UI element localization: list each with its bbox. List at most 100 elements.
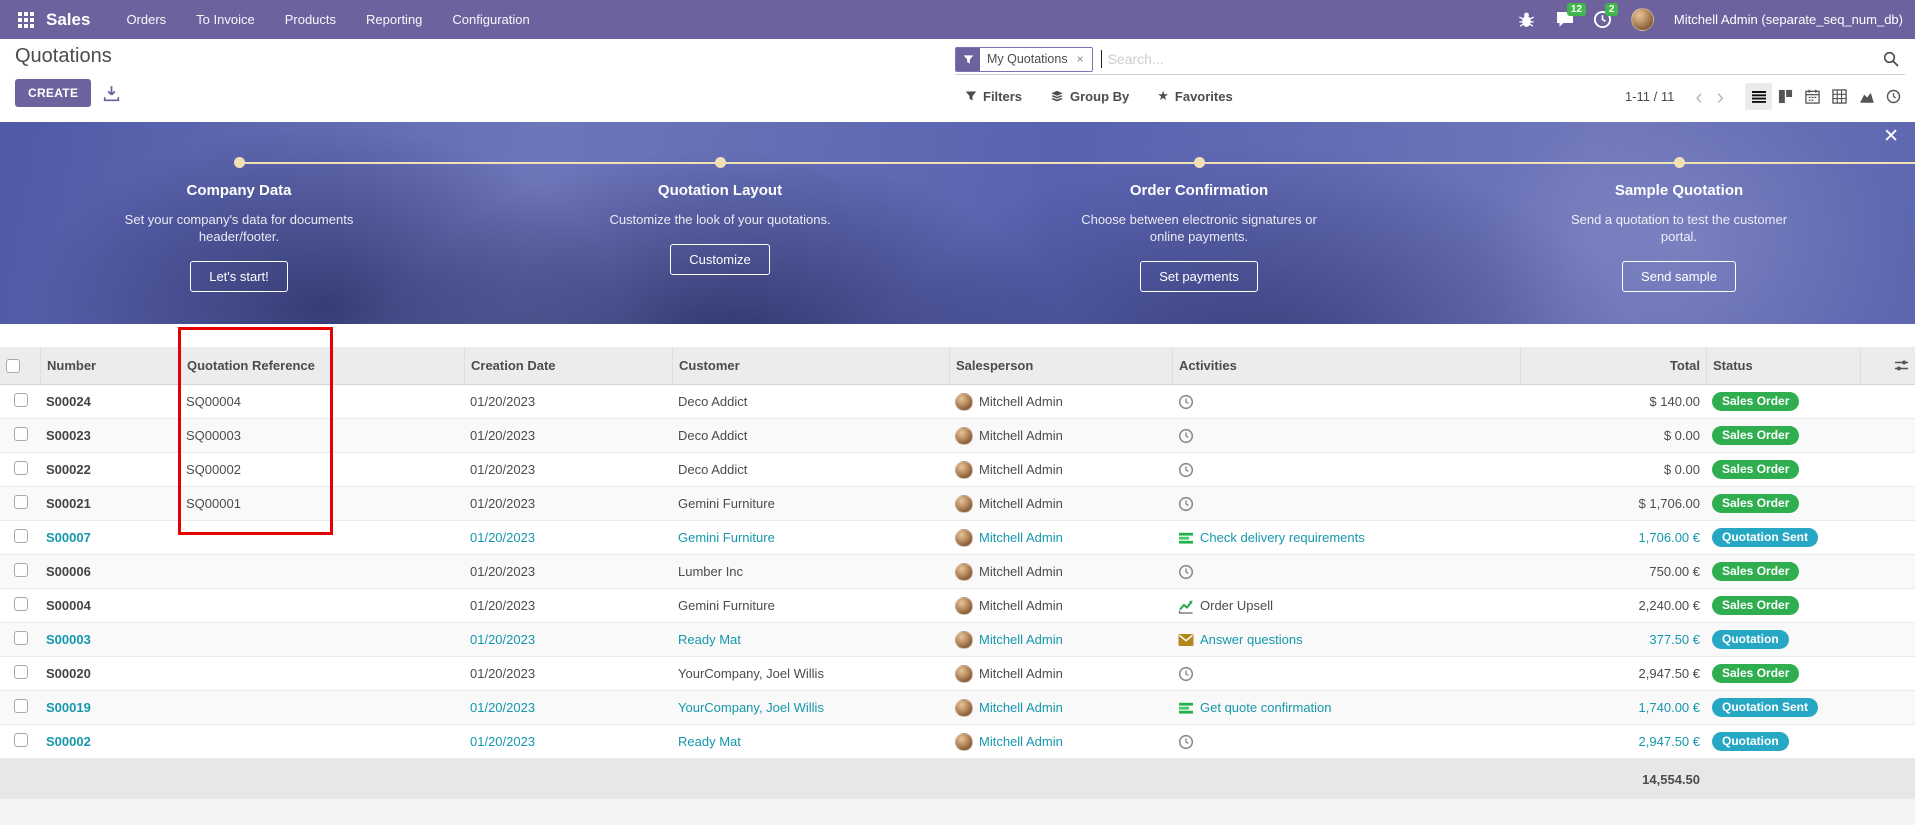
- row-activity[interactable]: [1178, 394, 1520, 410]
- table-row[interactable]: S00022 SQ00002 01/20/2023 Deco Addict Mi…: [0, 453, 1915, 487]
- step-action-button[interactable]: Customize: [670, 244, 770, 275]
- table-row[interactable]: S00019 01/20/2023 YourCompany, Joel Will…: [0, 691, 1915, 725]
- table-row[interactable]: S00006 01/20/2023 Lumber Inc Mitchell Ad…: [0, 555, 1915, 589]
- row-checkbox[interactable]: [14, 631, 28, 645]
- apps-grid-icon[interactable]: [18, 11, 34, 28]
- row-number: S00019: [46, 700, 91, 715]
- filters-button[interactable]: Filters: [965, 89, 1022, 104]
- column-header-activities[interactable]: Activities: [1172, 347, 1520, 384]
- table-row[interactable]: S00020 01/20/2023 YourCompany, Joel Will…: [0, 657, 1915, 691]
- column-header-quotation-reference[interactable]: Quotation Reference: [180, 347, 464, 384]
- pager-next-icon[interactable]: ›: [1716, 83, 1724, 109]
- kanban-view-button[interactable]: [1772, 83, 1799, 110]
- row-number: S00021: [46, 496, 91, 511]
- row-activity[interactable]: Answer questions: [1178, 632, 1520, 648]
- row-creation-date: 01/20/2023: [470, 496, 536, 511]
- step-description: Set your company's data for documents he…: [124, 212, 354, 244]
- activity-tasks-icon: [1179, 702, 1193, 714]
- timeline-dot: [1673, 157, 1685, 168]
- calendar-view-button[interactable]: [1799, 83, 1826, 110]
- menu-products[interactable]: Products: [284, 12, 337, 27]
- status-badge: Sales Order: [1712, 392, 1800, 411]
- row-checkbox[interactable]: [14, 699, 28, 713]
- row-creation-date: 01/20/2023: [470, 564, 536, 579]
- row-activity[interactable]: Order Upsell: [1178, 598, 1520, 614]
- favorites-button[interactable]: ★ Favorites: [1157, 88, 1232, 104]
- row-activity[interactable]: [1178, 428, 1520, 444]
- table-row[interactable]: S00023 SQ00003 01/20/2023 Deco Addict Mi…: [0, 419, 1915, 453]
- table-row[interactable]: S00004 01/20/2023 Gemini Furniture Mitch…: [0, 589, 1915, 623]
- menu-configuration[interactable]: Configuration: [452, 12, 530, 27]
- row-activity[interactable]: Check delivery requirements: [1178, 530, 1520, 546]
- column-header-status[interactable]: Status: [1706, 347, 1860, 384]
- row-checkbox[interactable]: [14, 665, 28, 679]
- row-activity[interactable]: Get quote confirmation: [1178, 700, 1520, 716]
- status-badge: Quotation: [1712, 732, 1789, 751]
- group-by-button[interactable]: Group By: [1050, 89, 1129, 104]
- row-total: 750.00 €: [1649, 564, 1700, 579]
- messages-icon[interactable]: 12: [1555, 2, 1587, 30]
- column-header-total[interactable]: Total: [1520, 347, 1706, 384]
- row-checkbox[interactable]: [14, 495, 28, 509]
- activities-clock-icon[interactable]: 2: [1593, 2, 1619, 30]
- activity-view-button[interactable]: [1880, 83, 1907, 110]
- search-icon[interactable]: [1883, 51, 1905, 67]
- column-header-salesperson[interactable]: Salesperson: [949, 347, 1172, 384]
- user-avatar[interactable]: [1630, 8, 1654, 31]
- app-name[interactable]: Sales: [46, 9, 91, 29]
- row-activity[interactable]: [1178, 564, 1520, 580]
- table-row[interactable]: S00003 01/20/2023 Ready Mat Mitchell Adm…: [0, 623, 1915, 657]
- row-checkbox[interactable]: [14, 597, 28, 611]
- search-bar[interactable]: My Quotations ×: [955, 44, 1905, 75]
- column-header-customer[interactable]: Customer: [672, 347, 949, 384]
- column-header-number[interactable]: Number: [40, 347, 180, 384]
- graph-view-button[interactable]: [1853, 83, 1880, 110]
- row-quotation-reference: SQ00002: [186, 462, 241, 477]
- search-input[interactable]: [1107, 51, 1883, 67]
- step-title: Order Confirmation: [1129, 182, 1269, 199]
- create-button[interactable]: CREATE: [15, 79, 92, 107]
- column-header-creation-date[interactable]: Creation Date: [464, 347, 672, 384]
- row-customer: Lumber Inc: [678, 564, 744, 579]
- row-activity[interactable]: [1178, 462, 1520, 478]
- row-checkbox[interactable]: [14, 733, 28, 747]
- row-activity[interactable]: [1178, 496, 1520, 512]
- timeline-dot: [1193, 157, 1205, 168]
- row-activity[interactable]: [1178, 666, 1520, 682]
- export-download-icon[interactable]: [103, 85, 120, 102]
- debug-bug-icon[interactable]: [1517, 10, 1537, 30]
- step-action-button[interactable]: Let's start!: [190, 261, 288, 292]
- table-row[interactable]: S00002 01/20/2023 Ready Mat Mitchell Adm…: [0, 725, 1915, 759]
- remove-facet-icon[interactable]: ×: [1074, 47, 1092, 71]
- optional-columns-icon[interactable]: [1860, 347, 1915, 384]
- table-row[interactable]: S00024 SQ00004 01/20/2023 Deco Addict Mi…: [0, 385, 1915, 419]
- row-total: 377.50 €: [1649, 632, 1700, 647]
- pager-previous-icon[interactable]: ‹: [1695, 83, 1703, 109]
- step-action-button[interactable]: Set payments: [1140, 261, 1258, 292]
- row-checkbox[interactable]: [14, 461, 28, 475]
- row-checkbox[interactable]: [14, 427, 28, 441]
- menu-orders[interactable]: Orders: [126, 12, 167, 27]
- step-description: Customize the look of your quotations.: [609, 212, 831, 227]
- table-row[interactable]: S00007 01/20/2023 Gemini Furniture Mitch…: [0, 521, 1915, 555]
- row-number: S00020: [46, 666, 91, 681]
- step-action-button[interactable]: Send sample: [1622, 261, 1736, 292]
- select-all-checkbox[interactable]: [6, 358, 20, 373]
- pivot-view-button[interactable]: [1826, 83, 1853, 110]
- user-name[interactable]: Mitchell Admin (separate_seq_num_db): [1673, 12, 1903, 27]
- search-facet[interactable]: My Quotations ×: [955, 46, 1093, 72]
- menu-reporting[interactable]: Reporting: [366, 12, 423, 27]
- menu-to-invoice[interactable]: To Invoice: [196, 12, 255, 27]
- row-activity[interactable]: [1178, 734, 1520, 750]
- table-row[interactable]: S00021 SQ00001 01/20/2023 Gemini Furnitu…: [0, 487, 1915, 521]
- activity-upsell-chart-icon: [1178, 600, 1193, 614]
- row-checkbox[interactable]: [14, 393, 28, 407]
- row-checkbox[interactable]: [14, 529, 28, 543]
- onboarding-step: Sample Quotation Send a quotation to tes…: [1509, 182, 1849, 292]
- banner-close-icon[interactable]: ✕: [1883, 126, 1899, 147]
- top-navbar: Sales Orders To Invoice Products Reporting C…: [0, 0, 1915, 39]
- activity-clock-icon: [1178, 496, 1194, 511]
- list-view-button[interactable]: [1745, 83, 1772, 110]
- row-total: $ 0.00: [1663, 462, 1700, 477]
- row-checkbox[interactable]: [14, 563, 28, 577]
